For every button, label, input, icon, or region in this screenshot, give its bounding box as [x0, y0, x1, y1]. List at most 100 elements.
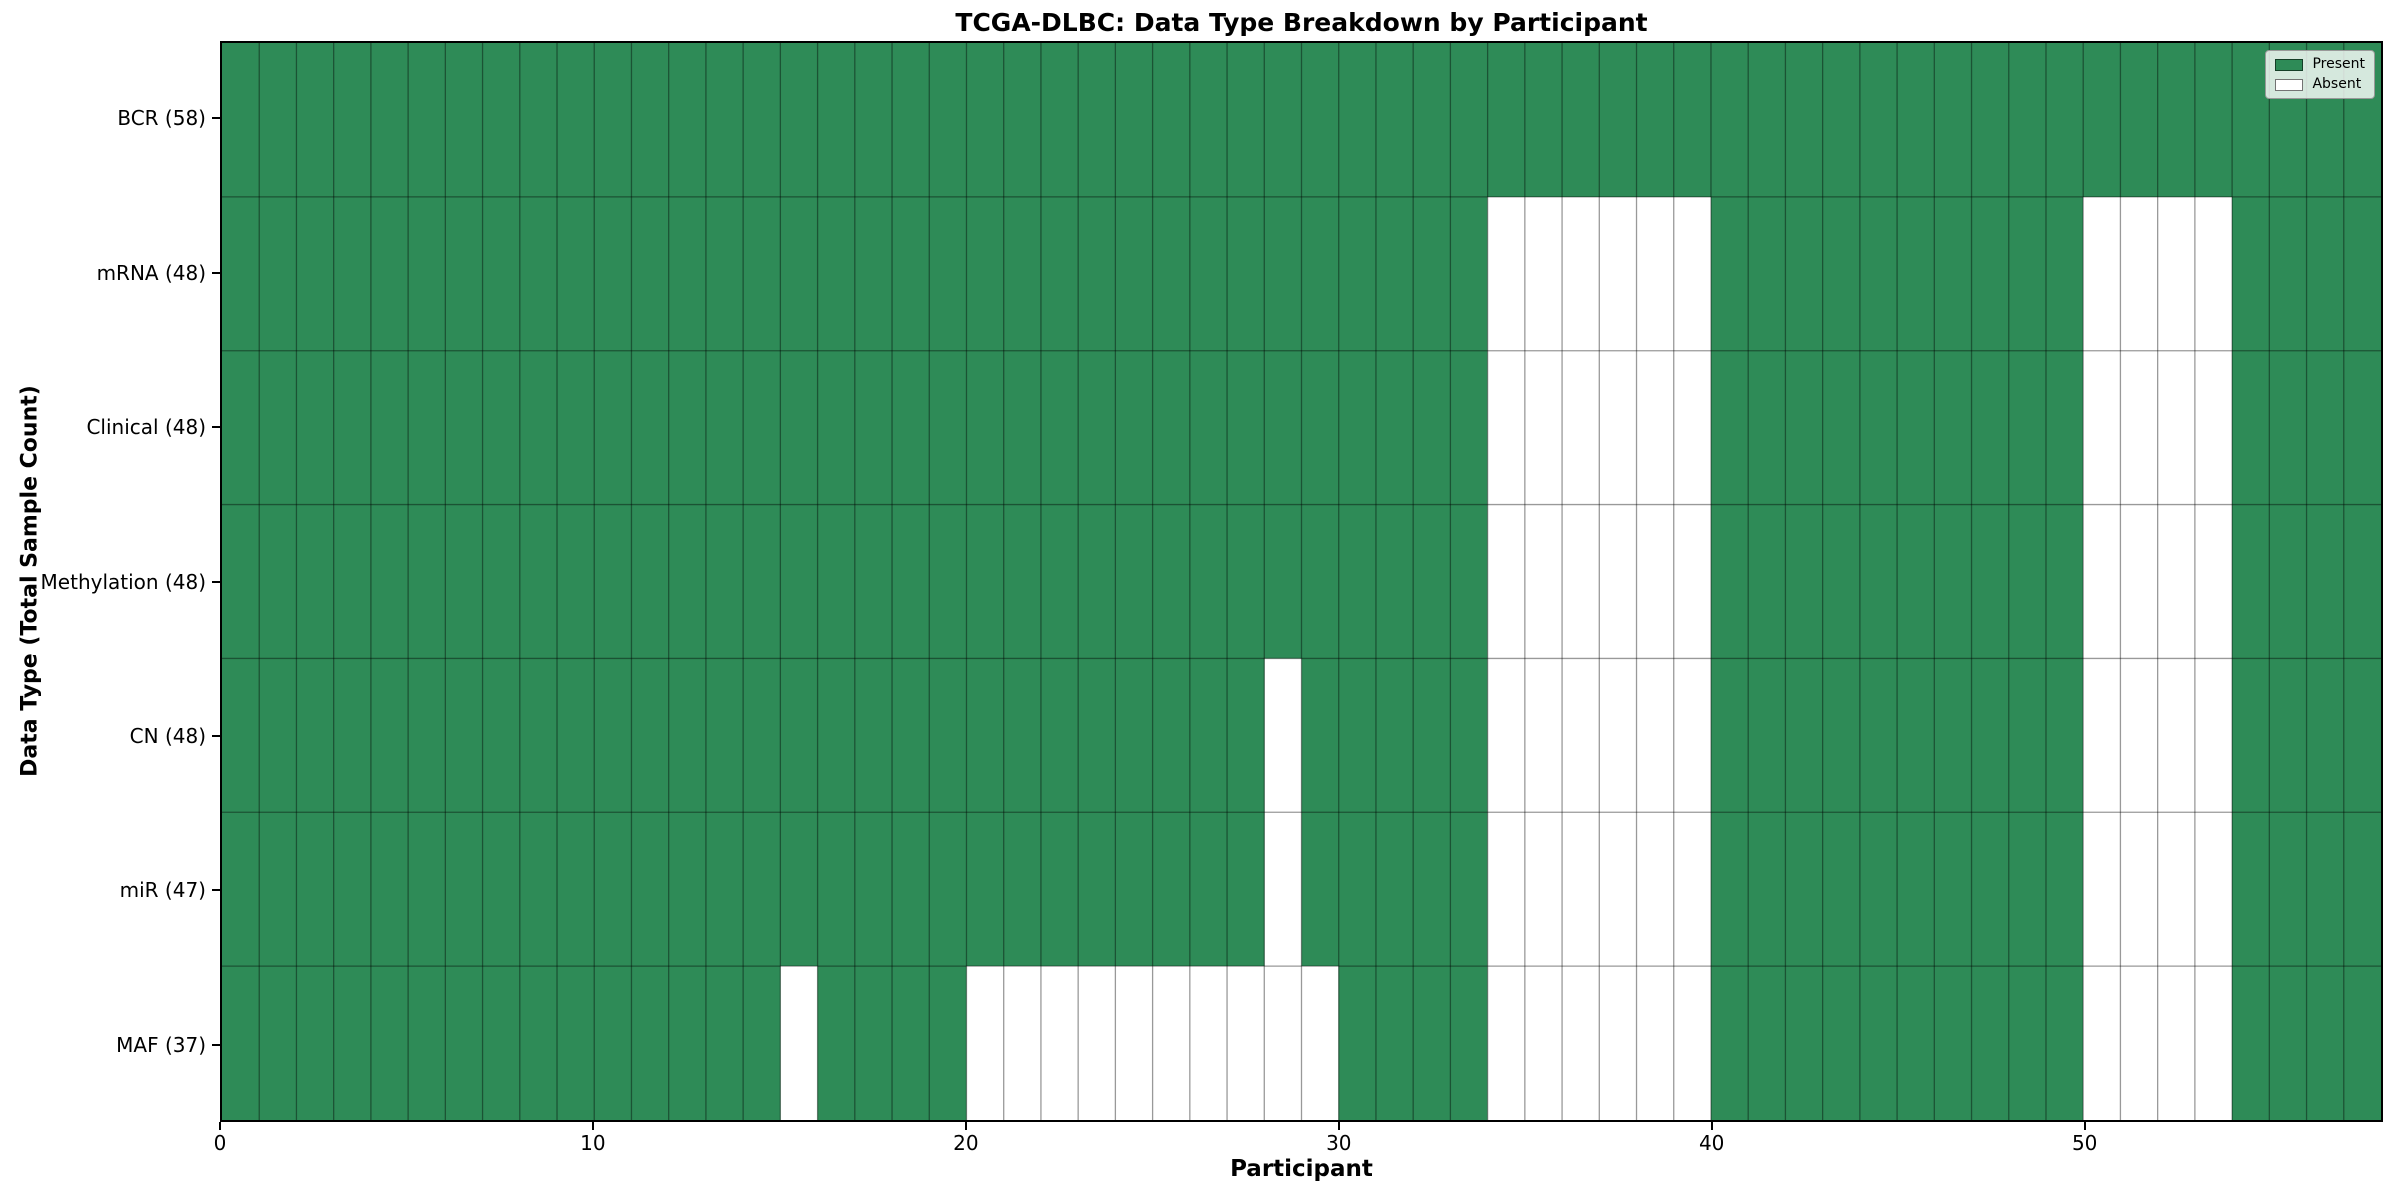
heatmap-cell — [2306, 196, 2345, 352]
heatmap-cell — [1413, 966, 1451, 1120]
heatmap-cell — [2008, 43, 2047, 198]
heatmap-cell — [2269, 658, 2308, 813]
heatmap-cell — [817, 658, 856, 813]
heatmap-cell — [1524, 43, 1563, 198]
heatmap-cell — [1599, 504, 1638, 660]
heatmap-cell — [1375, 350, 1414, 506]
heatmap-cell — [1003, 504, 1042, 660]
heatmap-cell — [1785, 812, 1824, 967]
heatmap-cell — [1971, 350, 2010, 506]
heatmap-cell — [1859, 196, 1898, 352]
heatmap-cell — [370, 43, 409, 198]
heatmap-cell — [2343, 504, 2381, 660]
heatmap-cell — [2343, 658, 2381, 813]
heatmap-cell — [222, 504, 260, 660]
heatmap-cell — [1152, 504, 1191, 660]
heatmap-cell — [966, 196, 1005, 352]
heatmap-cell — [1748, 196, 1787, 352]
heatmap-cell — [854, 966, 893, 1120]
heatmap-cell — [1450, 966, 1489, 1120]
heatmap-cell — [2008, 196, 2047, 352]
heatmap-cell — [2343, 350, 2381, 506]
heatmap-cell — [743, 43, 781, 198]
heatmap-cell — [1040, 966, 1079, 1120]
heatmap-cell — [1375, 504, 1414, 660]
heatmap-cell — [1115, 504, 1154, 660]
heatmap-cell — [445, 504, 484, 660]
heatmap-cell — [594, 350, 633, 506]
heatmap-cell — [1264, 812, 1303, 967]
heatmap-cell — [1152, 966, 1191, 1120]
heatmap-cell — [1413, 812, 1451, 967]
heatmap-cell — [1078, 350, 1116, 506]
heatmap-cell — [2269, 504, 2308, 660]
heatmap-cell — [817, 350, 856, 506]
heatmap-cell — [780, 350, 819, 506]
heatmap-cell — [1078, 658, 1116, 813]
legend: Present Absent — [2265, 50, 2375, 99]
heatmap-cell — [892, 350, 930, 506]
heatmap-cell — [445, 196, 484, 352]
heatmap-cell — [1599, 196, 1638, 352]
heatmap-cell — [929, 658, 968, 813]
heatmap-cell — [1822, 966, 1861, 1120]
heatmap-cell — [2194, 504, 2233, 660]
heatmap-cell — [1189, 350, 1228, 506]
heatmap-cell — [1859, 43, 1898, 198]
heatmap-cell — [1227, 43, 1265, 198]
heatmap-cell — [668, 504, 707, 660]
heatmap-cell — [594, 658, 633, 813]
heatmap-cell — [2083, 43, 2122, 198]
heatmap-cell — [408, 43, 446, 198]
heatmap-cell — [594, 196, 633, 352]
heatmap-cell — [929, 504, 968, 660]
heatmap-cell — [2343, 196, 2381, 352]
heatmap-cell — [2232, 43, 2270, 198]
heatmap-cell — [1264, 350, 1303, 506]
heatmap-cell — [1822, 812, 1861, 967]
heatmap-cell — [892, 966, 930, 1120]
heatmap-cell — [408, 504, 446, 660]
heatmap-cell — [1524, 658, 1563, 813]
heatmap-cell — [1859, 658, 1898, 813]
heatmap-cell — [1562, 812, 1600, 967]
heatmap-cell — [966, 812, 1005, 967]
heatmap-cell — [333, 43, 372, 198]
heatmap-cell — [668, 966, 707, 1120]
heatmap-cell — [1152, 43, 1191, 198]
heatmap-cell — [1934, 43, 1973, 198]
heatmap-cell — [705, 350, 744, 506]
heatmap-cell — [259, 350, 298, 506]
x-tick-mark — [219, 1122, 221, 1130]
heatmap-cell — [1450, 658, 1489, 813]
heatmap-cell — [2083, 350, 2122, 506]
heatmap-cell — [557, 504, 595, 660]
heatmap-cell — [296, 966, 335, 1120]
heatmap-cell — [1524, 504, 1563, 660]
y-tick-label: Methylation (48) — [40, 569, 206, 594]
heatmap-cell — [2306, 966, 2345, 1120]
heatmap-cell — [1636, 196, 1675, 352]
y-tick-mark — [212, 580, 220, 583]
heatmap-cell — [1859, 350, 1898, 506]
heatmap-cell — [1673, 43, 1712, 198]
heatmap-cell — [2232, 504, 2270, 660]
heatmap-cell — [1859, 504, 1898, 660]
heatmap-cell — [1487, 350, 1526, 506]
heatmap-cell — [1189, 658, 1228, 813]
heatmap-cell — [631, 196, 670, 352]
heatmap-cell — [1636, 350, 1675, 506]
heatmap-cell — [1897, 350, 1935, 506]
heatmap-cell — [1338, 43, 1377, 198]
heatmap-cell — [1599, 658, 1638, 813]
heatmap-cell — [519, 966, 558, 1120]
heatmap-cell — [892, 504, 930, 660]
y-tick-label: MAF (37) — [116, 1032, 206, 1057]
heatmap-cell — [1189, 196, 1228, 352]
heatmap-cell — [2120, 658, 2159, 813]
heatmap-cell — [780, 504, 819, 660]
heatmap-cell — [1338, 658, 1377, 813]
heatmap-cell — [1897, 658, 1935, 813]
heatmap-cell — [1636, 966, 1675, 1120]
heatmap-cell — [2269, 966, 2308, 1120]
